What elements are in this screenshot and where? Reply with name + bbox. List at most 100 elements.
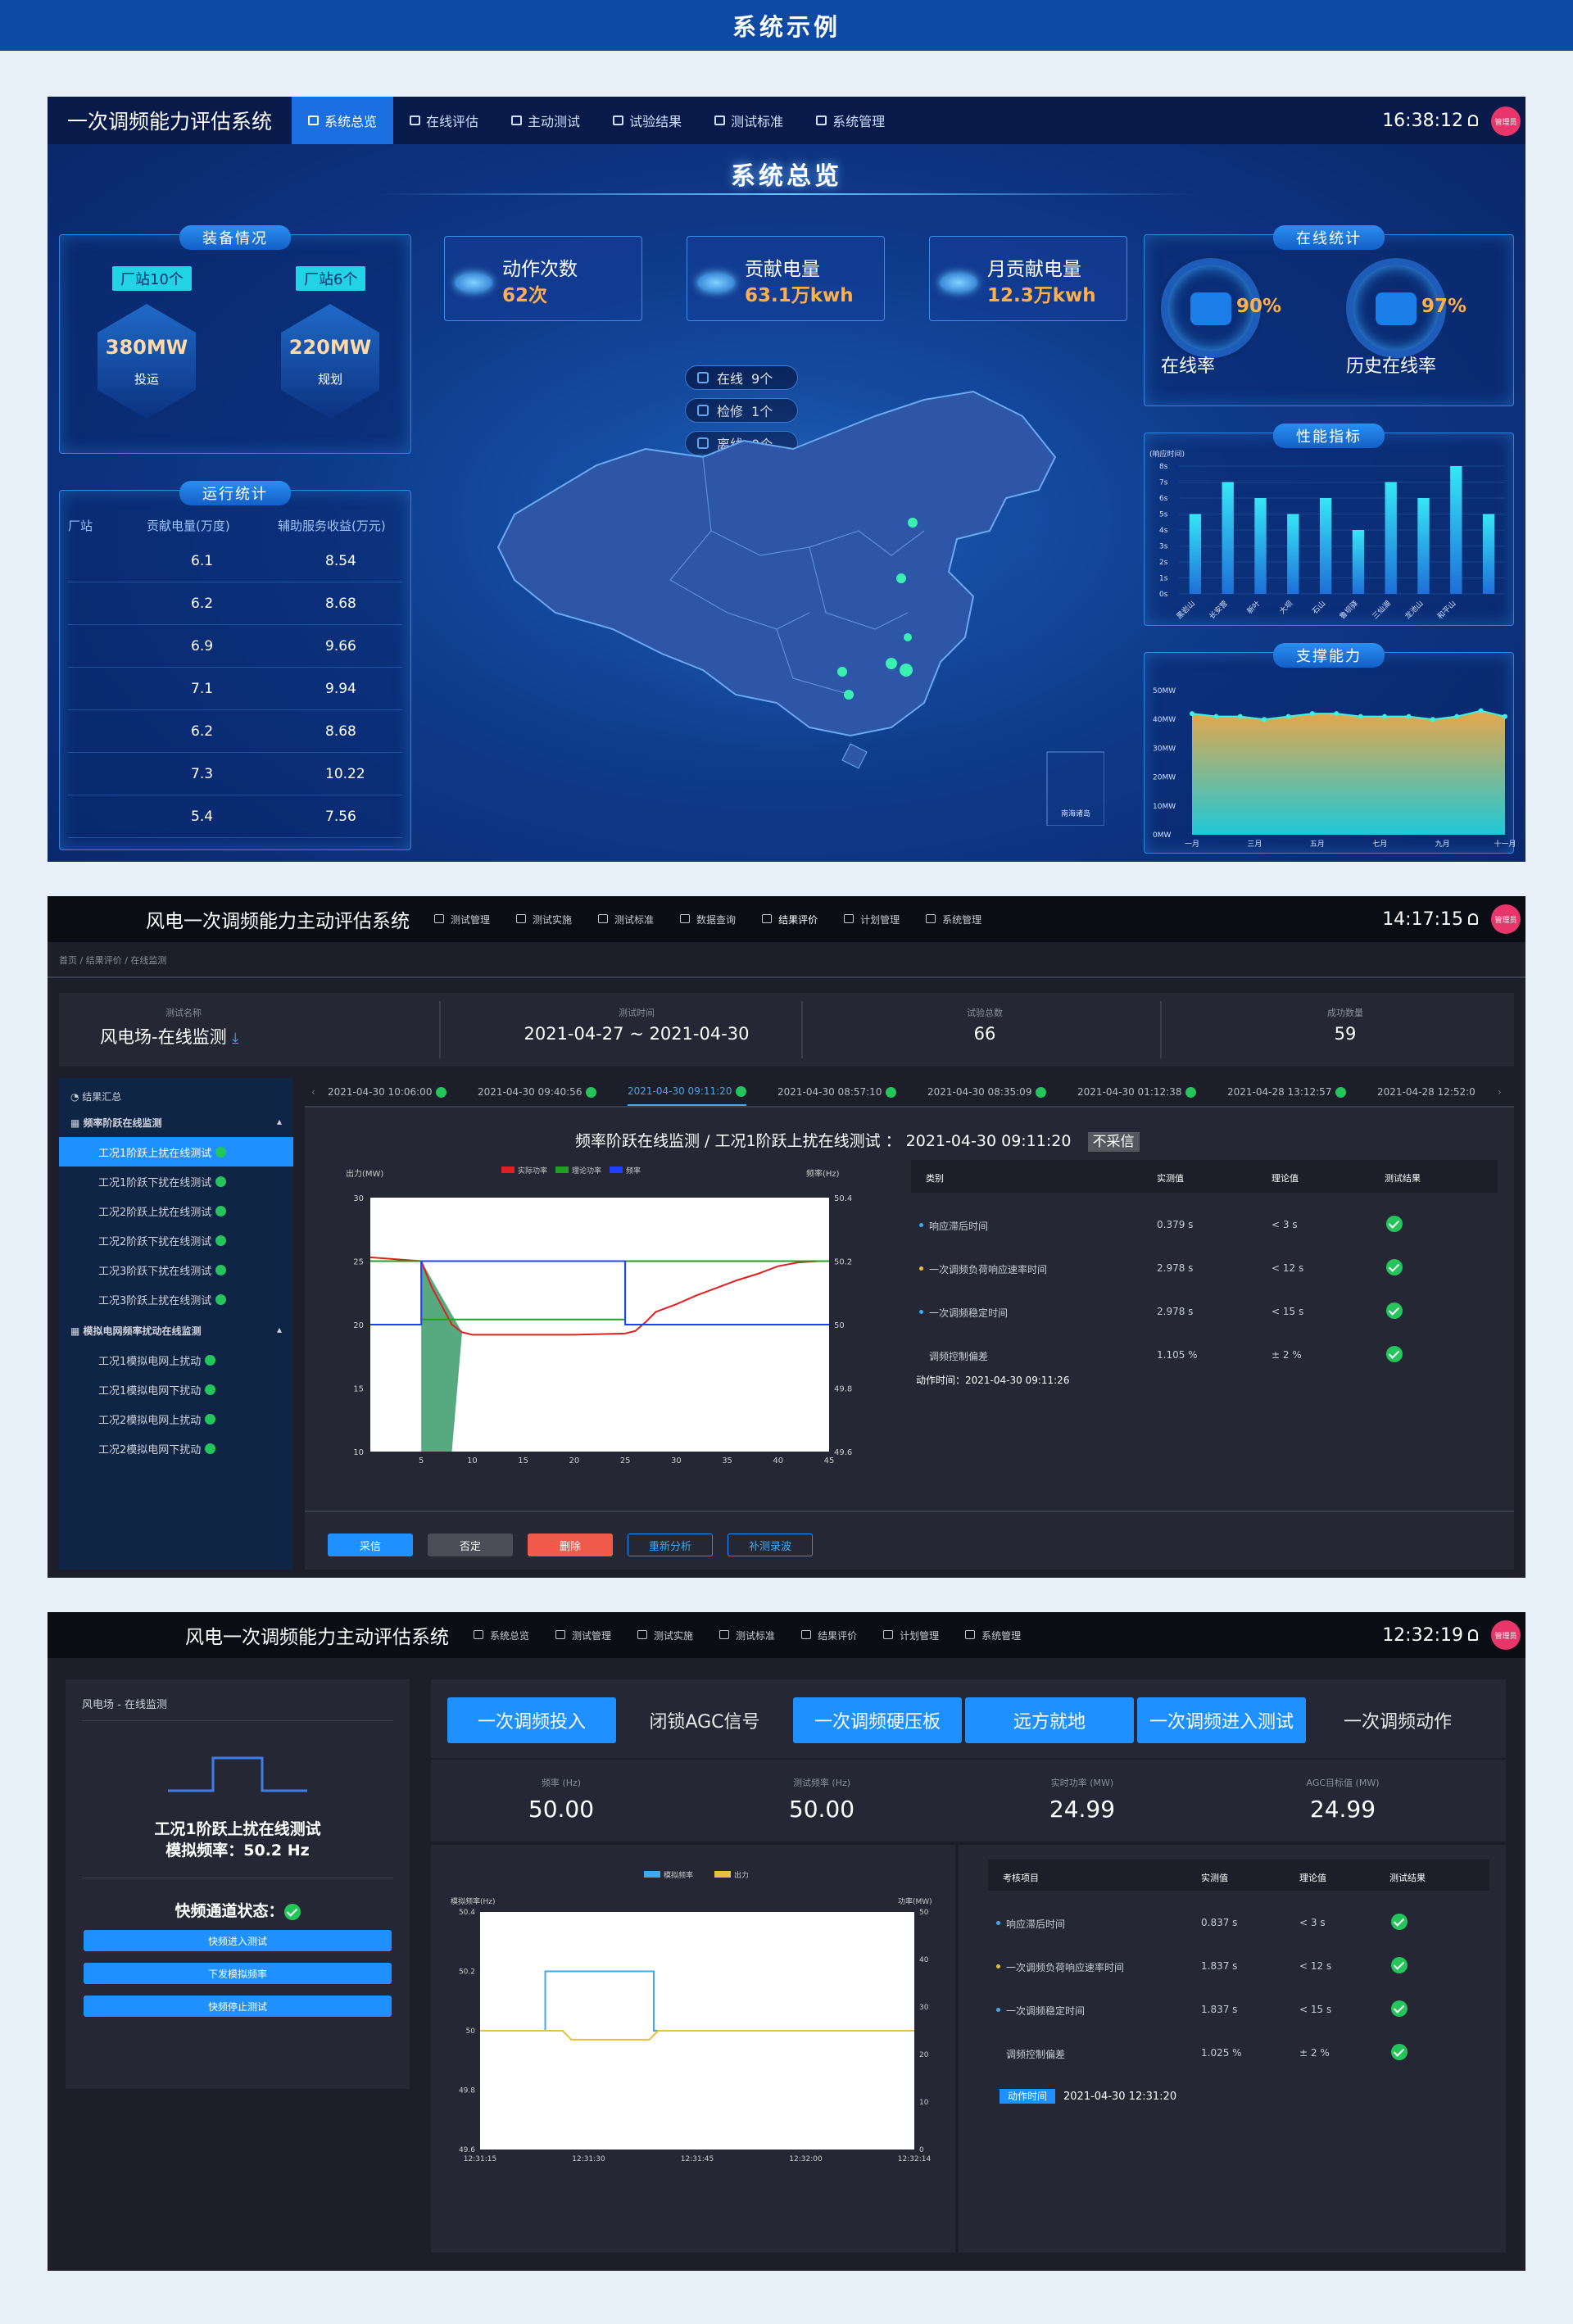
tree-item[interactable]: 工况2阶跃上扰在线测试 [59, 1196, 293, 1225]
y-tick-label: 49.8 [459, 2087, 475, 2095]
legend-swatch [714, 1871, 731, 1878]
avatar[interactable]: 管理员 [1491, 904, 1521, 934]
bell-icon[interactable] [1468, 913, 1478, 925]
check-icon [205, 1413, 216, 1425]
run-stats-row: 6.9 9.66 [68, 625, 402, 668]
tree-item[interactable]: 工况2阶跃下扰在线测试 [59, 1225, 293, 1255]
fast-stop-test-button[interactable]: 快频停止测试 [84, 1996, 392, 2017]
tree-item[interactable]: 工况1阶跃下扰在线测试 [59, 1167, 293, 1196]
delete-button[interactable]: 删除 [528, 1533, 613, 1556]
support-line [1191, 709, 1506, 721]
tree-item[interactable]: 工况1模拟电网下扰动 [59, 1375, 293, 1404]
tree-item[interactable]: 工况2模拟电网下扰动 [59, 1434, 293, 1463]
tree-item[interactable]: 工况2模拟电网上扰动 [59, 1404, 293, 1434]
y-tick-label: 20MW [1153, 774, 1176, 782]
date-tab[interactable]: 2021-04-30 10:06:00 [328, 1078, 447, 1106]
date-tab-label: 2021-04-28 12:52:0 [1377, 1086, 1476, 1098]
accept-button[interactable]: 采信 [328, 1533, 413, 1556]
test-side-panel: 风电场 - 在线监测 工况1阶跃上扰在线测试 模拟频率：50.2 Hz 快频通道… [66, 1679, 410, 2089]
avatar[interactable]: 管理员 [1491, 106, 1521, 136]
tree-item[interactable]: 工况1模拟电网上扰动 [59, 1345, 293, 1375]
pass-check-icon [1391, 2000, 1408, 2017]
step-4[interactable]: 远方就地 [965, 1697, 1134, 1743]
step-1[interactable]: 一次调频投入 [447, 1697, 616, 1743]
date-tab[interactable]: 2021-04-30 09:11:20 [628, 1078, 747, 1106]
date-tab-label: 2021-04-30 09:40:56 [478, 1086, 583, 1098]
nav-system-mgmt[interactable]: 系统管理 [926, 913, 981, 926]
online-rate-ring [1161, 258, 1261, 358]
nav-test-standards[interactable]: 测试标准 [598, 913, 654, 926]
nav-data-query[interactable]: 数据查询 [680, 913, 736, 926]
fast-enter-test-button[interactable]: 快频进入测试 [84, 1930, 392, 1951]
y-tick-label: 3s [1159, 543, 1168, 551]
nav-active-test[interactable]: 主动测试 [495, 97, 596, 144]
tree-group-1[interactable]: ▦ 频率阶跃在线监测 ▴ [70, 1116, 282, 1129]
nav-test-impl[interactable]: 测试实施 [637, 1629, 693, 1642]
deny-button[interactable]: 否定 [428, 1533, 513, 1556]
date-tab[interactable]: 2021-04-28 13:12:57 [1227, 1078, 1347, 1106]
nav-test-impl[interactable]: 测试实施 [516, 913, 572, 926]
send-sim-frequency-button[interactable]: 下发模拟频率 [84, 1963, 392, 1984]
series-line-3 [370, 1260, 829, 1325]
kpi-monthly-energy: 月贡献电量 12.3万kwh [929, 236, 1127, 321]
nav-result-eval[interactable]: 结果评价 [801, 1629, 857, 1642]
tree-item[interactable]: 工况3阶跃上扰在线测试 [59, 1284, 293, 1314]
nav-result-eval[interactable]: 结果评价 [762, 913, 818, 926]
tree-item[interactable]: 工况1阶跃上扰在线测试 [59, 1137, 293, 1167]
check-icon [205, 1354, 216, 1366]
nav-test-standards[interactable]: 测试标准 [698, 97, 800, 144]
download-icon[interactable]: ⤓ [232, 1030, 239, 1047]
bell-icon[interactable] [1468, 115, 1478, 126]
nav-plan-mgmt[interactable]: 计划管理 [883, 1629, 939, 1642]
clock: 12:32:19 [1382, 1624, 1463, 1646]
nav-test-mgmt[interactable]: 测试管理 [555, 1629, 611, 1642]
nav-system-mgmt[interactable]: 系统管理 [965, 1629, 1021, 1642]
station-marker [908, 518, 918, 528]
step-2[interactable]: 闭锁AGC信号 [649, 1712, 760, 1733]
tree-item[interactable]: 工况3阶跃下扰在线测试 [59, 1255, 293, 1284]
date-tab[interactable]: 2021-04-30 08:57:10 [777, 1078, 897, 1106]
reanalyze-button[interactable]: 重新分析 [628, 1533, 713, 1556]
chevron-left-icon[interactable]: ‹ [311, 1086, 315, 1098]
measured-cell: 0.837 s [1201, 1917, 1238, 1928]
test-name: 工况1阶跃上扰在线测试 [154, 1820, 321, 1838]
sim-frequency: 模拟频率：50.2 Hz [165, 1842, 310, 1860]
item-cell: 调频控制偏差 [929, 1351, 989, 1362]
nav-overview[interactable]: 系统总览 [474, 1629, 529, 1642]
app-title: 风电一次调频能力主动评估系统 [185, 1627, 449, 1648]
support-point [1190, 711, 1194, 717]
nav-test-mgmt[interactable]: 测试管理 [434, 913, 490, 926]
legend-label: 模拟频率 [664, 1870, 693, 1880]
x-tick-label: 十一月 [1494, 839, 1515, 849]
divider [305, 1511, 1514, 1512]
chevron-right-icon[interactable]: › [1498, 1086, 1502, 1098]
result-row: 一次调频稳定时间 2.978 s < 15 s [911, 1291, 1498, 1334]
fast-channel-status: 快频通道状态： [66, 1899, 410, 1921]
support-point [1213, 714, 1219, 719]
clock: 16:38:12 [1382, 110, 1463, 131]
result-row: 一次调频负荷响应速率时间 2.978 s < 12 s [911, 1248, 1498, 1290]
nav-overview[interactable]: 系统总览 [292, 97, 394, 144]
tree-group-2[interactable]: ▦ 模拟电网频率扰动在线监测 ▴ [70, 1324, 282, 1337]
tree-item-label: 工况2模拟电网上扰动 [98, 1414, 202, 1427]
date-tab[interactable]: 2021-04-28 12:52:0 [1377, 1078, 1476, 1106]
nav-plan-mgmt[interactable]: 计划管理 [844, 913, 900, 926]
date-tab[interactable]: 2021-04-30 08:35:09 [927, 1078, 1047, 1106]
bell-icon[interactable] [1468, 1629, 1478, 1641]
check-icon [215, 1176, 227, 1187]
check-icon [886, 1086, 897, 1098]
nav-test-results[interactable]: 试验结果 [596, 97, 698, 144]
step-5[interactable]: 一次调频进入测试 [1137, 1697, 1306, 1743]
run-stats-panel: 运行统计 厂站 贡献电量(万度) 辅助服务收益(万元) 6.1 8.54 6.2 8.… [59, 481, 411, 850]
avatar[interactable]: 管理员 [1491, 1620, 1521, 1650]
x-tick-label: 龙池山 [1403, 599, 1426, 622]
step-3[interactable]: 一次调频硬压板 [793, 1697, 962, 1743]
nav-test-standards[interactable]: 测试标准 [719, 1629, 775, 1642]
supplement-record-button[interactable]: 补测录波 [728, 1533, 813, 1556]
date-tab[interactable]: 2021-04-30 01:12:38 [1077, 1078, 1197, 1106]
energy-cell: 6.9 [191, 638, 214, 655]
nav-online-eval[interactable]: 在线评估 [393, 97, 495, 144]
date-tab[interactable]: 2021-04-30 09:40:56 [478, 1078, 597, 1106]
nav-system-mgmt[interactable]: 系统管理 [800, 97, 901, 144]
step-6[interactable]: 一次调频动作 [1343, 1712, 1452, 1733]
